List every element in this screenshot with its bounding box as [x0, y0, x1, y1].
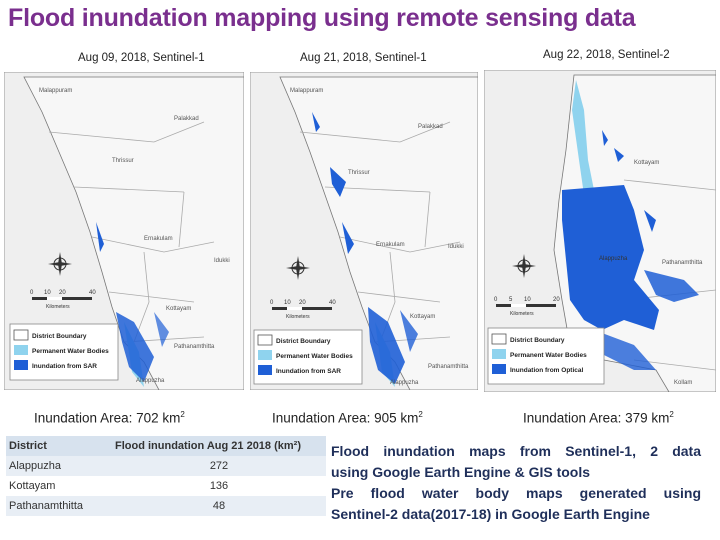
map2-place: Palakkad — [418, 124, 443, 130]
table-header-district: District — [6, 436, 112, 456]
legend-permanent-water: Permanent Water Bodies — [276, 353, 353, 360]
map2-scale-tick: 20 — [299, 300, 306, 306]
flood-map-aug22: Kottayam Alappuzha Pathanamthitta Kollam… — [484, 70, 716, 392]
note-line: Flood inundation maps from Sentinel-1, 2… — [331, 443, 701, 459]
note-line: Pre flood water body maps generated usin… — [331, 485, 701, 501]
map3-scale-tick: 5 — [509, 297, 513, 303]
map-caption-3: Aug 22, 2018, Sentinel-2 — [543, 49, 670, 61]
map1-legend: District Boundary Permanent Water Bodies… — [9, 323, 119, 381]
table-header-inundation: Flood inundation Aug 21 2018 (km²) — [112, 436, 326, 456]
map2-place: Kottayam — [410, 314, 435, 320]
flood-map-aug21: Malappuram Palakkad Thrissur Ernakulam I… — [250, 72, 478, 390]
compass-icon — [512, 254, 536, 278]
map1-place: Alappuzha — [136, 378, 165, 384]
map1-place: Palakkad — [174, 116, 199, 122]
table-row: Kottayam 136 — [6, 476, 326, 496]
map1-scale-unit: Kilometers — [46, 304, 70, 310]
map2-place: Alappuzha — [390, 380, 419, 386]
map3-place: Kollam — [674, 380, 692, 386]
map1-place: Idukki — [214, 258, 230, 264]
map1-scale-tick: 0 — [30, 290, 34, 296]
note-line: Sentinel-2 data(2017-18) in Google Earth… — [331, 506, 650, 522]
inundation-area-aug21: Inundation Area: 905 km2 — [272, 410, 423, 426]
map-aug22-svg: Kottayam Alappuzha Pathanamthitta Kollam… — [484, 70, 716, 392]
map1-scale-tick: 40 — [89, 290, 96, 296]
table-cell-value: 136 — [209, 480, 229, 492]
map-caption-1: Aug 09, 2018, Sentinel-1 — [78, 52, 205, 64]
map-aug21-svg: Malappuram Palakkad Thrissur Ernakulam I… — [250, 72, 478, 390]
table-row: Alappuzha 272 — [6, 456, 326, 476]
inundation-area-aug09: Inundation Area: 702 km2 — [34, 410, 185, 426]
map1-place: Thrissur — [112, 158, 134, 164]
map3-scale-tick: 0 — [494, 297, 498, 303]
legend-inundation: Inundation from SAR — [276, 368, 341, 375]
map2-legend: District Boundary Permanent Water Bodies… — [253, 329, 363, 385]
map3-place: Kottayam — [634, 160, 659, 166]
legend-permanent-water: Permanent Water Bodies — [32, 348, 109, 355]
district-inundation-table: District Flood inundation Aug 21 2018 (k… — [6, 436, 326, 516]
map-caption-2: Aug 21, 2018, Sentinel-1 — [300, 52, 427, 64]
compass-icon — [48, 252, 72, 276]
legend-inundation: Inundation from SAR — [32, 363, 97, 370]
map3-scale-tick: 20 — [553, 297, 560, 303]
table-cell-district: Alappuzha — [6, 456, 112, 476]
legend-district-boundary: District Boundary — [510, 337, 565, 344]
inundation-area-aug22: Inundation Area: 379 km2 — [523, 410, 674, 426]
map1-place: Malappuram — [39, 88, 72, 94]
map1-place: Kottayam — [166, 306, 191, 312]
compass-icon — [286, 256, 310, 280]
map1-place: Ernakulam — [144, 236, 173, 242]
table-cell-district: Pathanamthitta — [6, 496, 112, 516]
table-row: Pathanamthitta 48 — [6, 496, 326, 516]
map3-scale-unit: Kilometers — [510, 311, 534, 317]
legend-permanent-water: Permanent Water Bodies — [510, 352, 587, 359]
map2-scale-unit: Kilometers — [286, 314, 310, 320]
table-header-row: District Flood inundation Aug 21 2018 (k… — [6, 436, 326, 456]
map3-place: Pathanamthitta — [662, 260, 703, 266]
legend-district-boundary: District Boundary — [276, 338, 331, 345]
map3-place: Alappuzha — [599, 256, 628, 262]
legend-district-boundary: District Boundary — [32, 333, 87, 340]
map3-scale-tick: 10 — [524, 297, 531, 303]
map2-place: Pathanamthitta — [428, 364, 469, 370]
flood-map-aug09: Malappuram Palakkad Thrissur Ernakulam I… — [4, 72, 244, 390]
map2-place: Idukki — [448, 244, 464, 250]
map-aug09-svg: Malappuram Palakkad Thrissur Ernakulam I… — [4, 72, 244, 390]
map2-place: Thrissur — [348, 170, 370, 176]
table-cell-value: 272 — [112, 456, 326, 476]
table-cell-district: Kottayam — [9, 480, 56, 492]
map2-scale-tick: 40 — [329, 300, 336, 306]
map1-scale-tick: 20 — [59, 290, 66, 296]
note-line: using Google Earth Engine & GIS tools — [331, 464, 591, 480]
map2-place: Ernakulam — [376, 242, 405, 248]
notes-text: Flood inundation maps from Sentinel-1, 2… — [331, 441, 701, 525]
map3-legend: District Boundary Permanent Water Bodies… — [487, 327, 605, 385]
map2-scale-tick: 10 — [284, 300, 291, 306]
table-cell-value: 48 — [112, 496, 326, 516]
legend-inundation: Inundation from Optical — [510, 367, 583, 374]
map2-scale-tick: 0 — [270, 300, 274, 306]
page-title: Flood inundation mapping using remote se… — [8, 4, 636, 32]
map2-place: Malappuram — [290, 88, 323, 94]
map1-scale-tick: 10 — [44, 290, 51, 296]
map1-place: Pathanamthitta — [174, 344, 215, 350]
